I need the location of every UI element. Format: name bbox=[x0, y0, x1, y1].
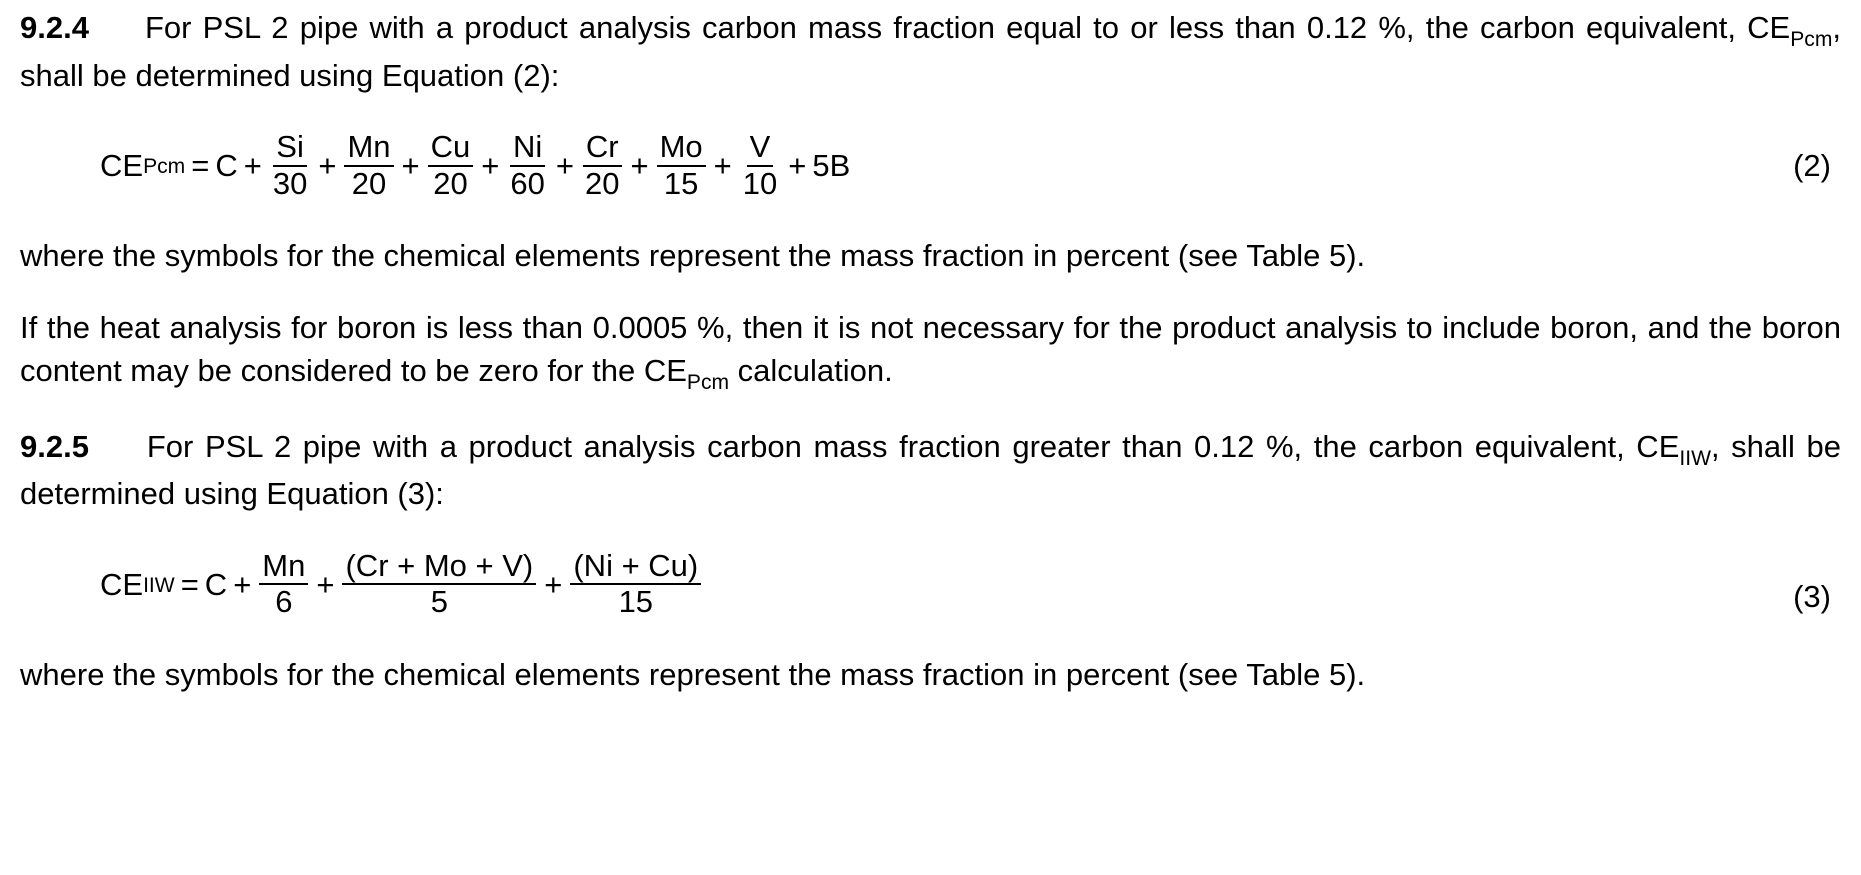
fraction-num: Cr bbox=[583, 131, 622, 167]
fraction-num: Mn bbox=[344, 131, 393, 167]
fraction-v: V 10 bbox=[738, 131, 782, 200]
section-text bbox=[100, 10, 145, 45]
section-number: 9.2.4 bbox=[20, 10, 89, 45]
fraction-den: 15 bbox=[616, 585, 656, 619]
equation-3-lhs: CEIIW bbox=[100, 563, 175, 606]
where-clause-1: where the symbols for the chemical eleme… bbox=[20, 234, 1841, 277]
document-page: 9.2.4 For PSL 2 pipe with a product anal… bbox=[0, 0, 1861, 716]
plus-sign: + bbox=[312, 144, 342, 187]
fraction-den: 6 bbox=[272, 585, 295, 619]
fraction-num: Mo bbox=[657, 131, 706, 167]
plus-sign: + bbox=[238, 144, 268, 187]
plus-sign: + bbox=[708, 144, 738, 187]
section-9-2-5-paragraph: 9.2.5 For PSL 2 pipe with a product anal… bbox=[20, 425, 1841, 516]
fraction-mn: Mn 6 bbox=[257, 550, 310, 619]
fraction-crmov: (Cr + Mo + V) 5 bbox=[340, 550, 538, 619]
plus-sign: + bbox=[624, 144, 654, 187]
equation-3-label: (3) bbox=[1793, 575, 1841, 618]
fraction-den: 30 bbox=[270, 167, 310, 201]
plus-sign: + bbox=[475, 144, 505, 187]
ce-subscript: IIW bbox=[1679, 447, 1711, 470]
fraction-num: Mn bbox=[259, 550, 308, 586]
fraction-den: 5 bbox=[428, 585, 451, 619]
equation-2-row: CEPcm = C + Si 30 + Mn 20 + Cu 20 + Ni 6 bbox=[20, 131, 1841, 200]
ce-subscript: Pcm bbox=[687, 371, 729, 394]
section-text-body: For PSL 2 pipe with a product analysis c… bbox=[147, 429, 1680, 464]
fraction-den: 10 bbox=[740, 167, 780, 201]
plus-sign: + bbox=[227, 563, 257, 606]
fraction-num: Si bbox=[273, 131, 307, 167]
plus-sign: + bbox=[310, 563, 340, 606]
section-text bbox=[101, 429, 147, 464]
ce-subscript: Pcm bbox=[1790, 28, 1832, 51]
equals-sign: = bbox=[185, 144, 215, 187]
lhs-subscript: IIW bbox=[143, 571, 175, 601]
where-clause-2: where the symbols for the chemical eleme… bbox=[20, 653, 1841, 696]
fraction-mn: Mn 20 bbox=[342, 131, 395, 200]
fraction-ni: Ni 60 bbox=[505, 131, 549, 200]
section-text-body: For PSL 2 pipe with a product analysis c… bbox=[145, 10, 1790, 45]
fraction-den: 20 bbox=[349, 167, 389, 201]
lhs-symbol: CE bbox=[100, 563, 143, 606]
fraction-si: Si 30 bbox=[268, 131, 312, 200]
section-9-2-4-paragraph: 9.2.4 For PSL 2 pipe with a product anal… bbox=[20, 6, 1841, 97]
term-c: C bbox=[205, 563, 227, 606]
equation-3-row: CEIIW = C + Mn 6 + (Cr + Mo + V) 5 + (Ni… bbox=[20, 550, 1841, 619]
boron-text-before: If the heat analysis for boron is less t… bbox=[20, 310, 1841, 388]
term-5b: 5B bbox=[812, 144, 850, 187]
equation-2-lhs: CEPcm bbox=[100, 144, 185, 187]
lhs-subscript: Pcm bbox=[143, 152, 185, 182]
fraction-den: 20 bbox=[430, 167, 470, 201]
equation-2-body: CEPcm = C + Si 30 + Mn 20 + Cu 20 + Ni 6 bbox=[20, 131, 850, 200]
plus-sign: + bbox=[550, 144, 580, 187]
fraction-nicu: (Ni + Cu) 15 bbox=[568, 550, 703, 619]
fraction-num: (Cr + Mo + V) bbox=[342, 550, 536, 586]
equals-sign: = bbox=[175, 563, 205, 606]
plus-sign: + bbox=[538, 563, 568, 606]
fraction-den: 15 bbox=[661, 167, 701, 201]
plus-sign: + bbox=[782, 144, 812, 187]
fraction-mo: Mo 15 bbox=[655, 131, 708, 200]
fraction-num: Cu bbox=[428, 131, 474, 167]
fraction-cu: Cu 20 bbox=[426, 131, 476, 200]
equation-3-body: CEIIW = C + Mn 6 + (Cr + Mo + V) 5 + (Ni… bbox=[20, 550, 703, 619]
section-number: 9.2.5 bbox=[20, 429, 89, 464]
fraction-num: (Ni + Cu) bbox=[570, 550, 701, 586]
term-c: C bbox=[215, 144, 237, 187]
fraction-den: 60 bbox=[507, 167, 547, 201]
lhs-symbol: CE bbox=[100, 144, 143, 187]
fraction-num: V bbox=[747, 131, 774, 167]
boron-paragraph: If the heat analysis for boron is less t… bbox=[20, 306, 1841, 397]
equation-2-label: (2) bbox=[1793, 144, 1841, 187]
fraction-den: 20 bbox=[582, 167, 622, 201]
fraction-cr: Cr 20 bbox=[580, 131, 624, 200]
fraction-num: Ni bbox=[510, 131, 545, 167]
plus-sign: + bbox=[396, 144, 426, 187]
boron-text-after: calculation. bbox=[729, 353, 893, 388]
